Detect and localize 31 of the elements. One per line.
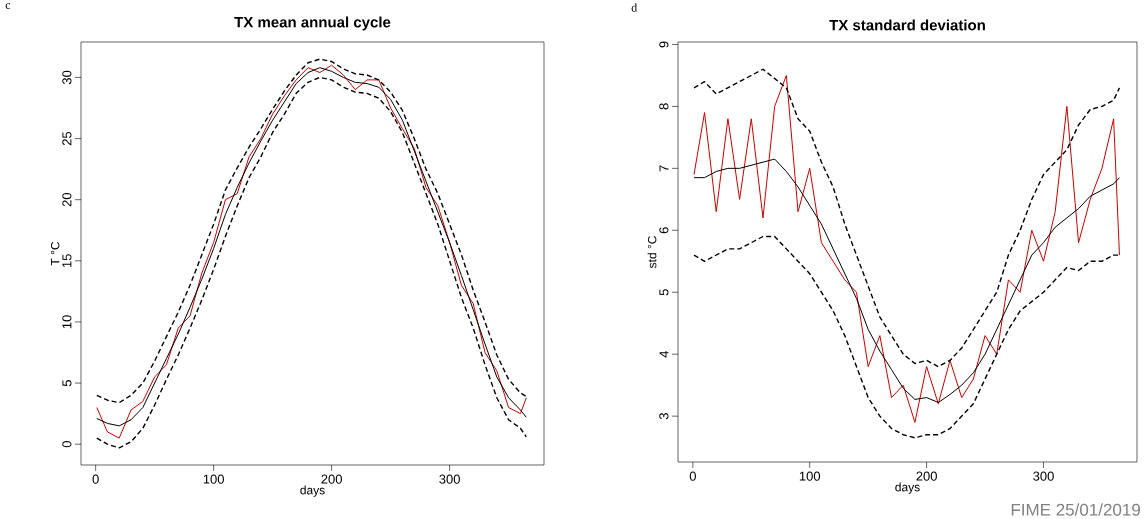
y-tick-label: 4 — [659, 350, 669, 358]
y-axis-title: T °C — [50, 241, 60, 266]
text: c — [5, 3, 11, 9]
chart-title: TX standard deviation — [829, 19, 985, 31]
y-tick-label: 9 — [659, 41, 669, 48]
y-axis-title: std °C — [647, 236, 657, 269]
x-tick-label: 0 — [92, 474, 99, 484]
y-tick-label: 3 — [659, 413, 669, 420]
y-tick-label: 15 — [62, 254, 72, 268]
y-tick-label: 10 — [62, 315, 72, 329]
x-tick-label: 300 — [1033, 471, 1054, 481]
text: d — [631, 3, 638, 12]
x-tick-label: 200 — [321, 474, 342, 484]
x-tick-label: 0 — [689, 471, 696, 481]
x-axis-title: days — [895, 482, 920, 494]
x-tick-label: 300 — [439, 474, 460, 484]
text: FIME 25/01/2019 — [1011, 503, 1140, 516]
y-tick-label: 6 — [659, 227, 669, 234]
y-tick-label: 5 — [62, 380, 72, 387]
y-tick-label: 20 — [62, 192, 72, 207]
chart-title: TX mean annual cycle — [234, 16, 391, 31]
x-tick-label: 100 — [799, 471, 821, 481]
y-tick-label: 8 — [659, 103, 669, 110]
y-tick-label: 25 — [62, 131, 72, 146]
x-axis-title: days — [300, 485, 325, 497]
y-tick-label: 0 — [62, 441, 72, 448]
y-tick-label: 7 — [659, 165, 669, 172]
x-tick-label: 100 — [203, 474, 224, 484]
x-tick-label: 200 — [916, 471, 937, 481]
y-tick-label: 5 — [659, 289, 669, 296]
y-tick-label: 30 — [62, 70, 72, 85]
